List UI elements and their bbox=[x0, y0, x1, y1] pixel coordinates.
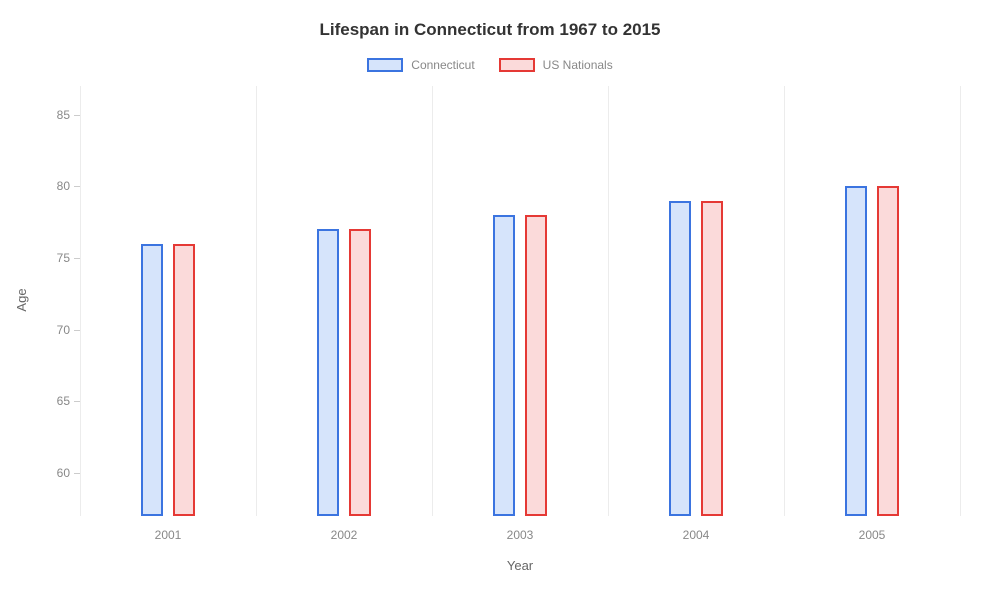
y-tick-mark bbox=[74, 258, 80, 259]
x-axis-label: Year bbox=[80, 558, 960, 573]
y-tick-mark bbox=[74, 473, 80, 474]
grid-line bbox=[608, 86, 609, 516]
bar-us-nationals bbox=[525, 215, 547, 516]
legend-item-us-nationals: US Nationals bbox=[499, 58, 613, 72]
bar-connecticut bbox=[669, 201, 691, 516]
y-tick-label: 75 bbox=[57, 251, 70, 265]
y-tick-mark bbox=[74, 401, 80, 402]
x-tick-label: 2005 bbox=[859, 528, 886, 542]
y-tick-mark bbox=[74, 330, 80, 331]
x-tick-label: 2001 bbox=[155, 528, 182, 542]
grid-line bbox=[432, 86, 433, 516]
grid-line bbox=[80, 86, 81, 516]
y-tick-label: 85 bbox=[57, 108, 70, 122]
y-tick-label: 80 bbox=[57, 179, 70, 193]
y-tick-label: 65 bbox=[57, 394, 70, 408]
bar-us-nationals bbox=[349, 229, 371, 516]
bar-us-nationals bbox=[701, 201, 723, 516]
y-tick-label: 60 bbox=[57, 466, 70, 480]
y-tick-mark bbox=[74, 186, 80, 187]
legend-swatch-connecticut bbox=[367, 58, 403, 72]
chart-container: Lifespan in Connecticut from 1967 to 201… bbox=[0, 0, 1000, 600]
grid-line bbox=[256, 86, 257, 516]
chart-title: Lifespan in Connecticut from 1967 to 201… bbox=[20, 20, 960, 40]
grid-line bbox=[960, 86, 961, 516]
legend: Connecticut US Nationals bbox=[20, 58, 960, 72]
x-tick-label: 2004 bbox=[683, 528, 710, 542]
y-tick-mark bbox=[74, 115, 80, 116]
bar-us-nationals bbox=[173, 244, 195, 516]
legend-item-connecticut: Connecticut bbox=[367, 58, 474, 72]
legend-swatch-us-nationals bbox=[499, 58, 535, 72]
bar-us-nationals bbox=[877, 186, 899, 516]
legend-label-connecticut: Connecticut bbox=[411, 58, 474, 72]
plot-area: 60657075808520012002200320042005 bbox=[80, 86, 960, 516]
bar-connecticut bbox=[845, 186, 867, 516]
x-tick-label: 2002 bbox=[331, 528, 358, 542]
y-axis-label: Age bbox=[14, 288, 29, 311]
bar-connecticut bbox=[493, 215, 515, 516]
x-tick-label: 2003 bbox=[507, 528, 534, 542]
y-tick-label: 70 bbox=[57, 323, 70, 337]
legend-label-us-nationals: US Nationals bbox=[543, 58, 613, 72]
grid-line bbox=[784, 86, 785, 516]
bar-connecticut bbox=[317, 229, 339, 516]
bar-connecticut bbox=[141, 244, 163, 516]
